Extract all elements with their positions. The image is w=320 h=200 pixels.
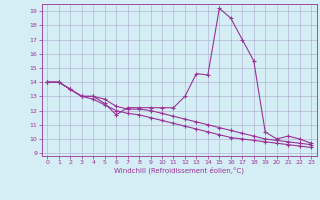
- X-axis label: Windchill (Refroidissement éolien,°C): Windchill (Refroidissement éolien,°C): [114, 167, 244, 174]
